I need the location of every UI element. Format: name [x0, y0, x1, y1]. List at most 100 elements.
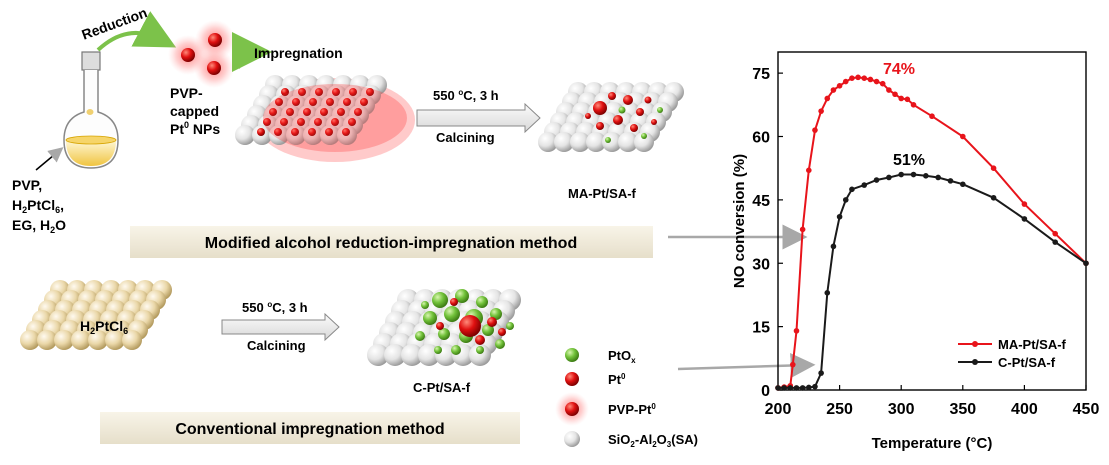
pt-particle	[325, 128, 333, 136]
ptox-particle	[434, 346, 442, 354]
axis-ticks: 200 250 300 350 400 450 0 15 30 45 60 75	[752, 66, 1099, 418]
support-sphere	[401, 344, 423, 366]
legend-pvp-pt0-label: PVP-Pt0	[608, 402, 656, 417]
data-point	[818, 108, 824, 114]
data-point	[836, 213, 843, 220]
precursor-sphere	[71, 330, 91, 350]
support-impregnated	[235, 75, 415, 162]
data-point	[799, 226, 806, 233]
method1-label: Modified alcohol reduction-impregnation …	[205, 235, 577, 252]
pt-particle	[320, 108, 328, 116]
data-point	[799, 385, 806, 391]
data-point	[867, 76, 874, 83]
product-ma-label: MA-Pt/SA-f	[568, 186, 637, 201]
data-point	[842, 197, 849, 203]
impregnation-arrow	[231, 32, 272, 73]
support-sphere	[602, 132, 622, 152]
ptox-particle	[657, 107, 663, 113]
ptox-particle	[438, 328, 450, 340]
pt0-particle	[644, 96, 652, 104]
step1-conditions: 550 oC, 3 h	[433, 88, 499, 103]
precursor-label: H2PtCl6	[80, 318, 128, 336]
peak-label: 51%	[893, 152, 925, 169]
pt-particle	[315, 88, 323, 96]
pt0-particle	[450, 298, 458, 306]
data-point	[842, 78, 849, 85]
pt0-particle	[593, 101, 607, 115]
pt-particle	[274, 128, 282, 136]
reagent-pvp: PVP,	[12, 177, 42, 193]
ptox-particle	[421, 301, 429, 309]
pt-particle	[314, 118, 322, 126]
data-point	[1052, 230, 1058, 237]
pt-particle	[297, 118, 305, 126]
x-tick-label: 250	[826, 401, 853, 418]
data-point	[990, 165, 997, 171]
support-sphere	[367, 344, 389, 366]
chart-legend: MA-Pt/SA-f C-Pt/SA-f	[958, 337, 1067, 370]
data-point	[1021, 216, 1028, 222]
data-point	[1021, 201, 1028, 207]
peak-label: 74%	[883, 61, 915, 78]
series-line-ma-pt-sa-f	[777, 76, 1087, 389]
scheme: PVP, H2PtCl6, EG, H2O Reduction PVP- cap…	[12, 4, 816, 449]
ptox-particle	[495, 339, 505, 349]
pt-particle	[280, 118, 288, 126]
data-point	[898, 171, 904, 178]
pt0-particle	[623, 95, 633, 105]
plot-frame	[777, 51, 1087, 391]
pt0-particle	[436, 322, 444, 330]
legend-ptox-label: PtOx	[608, 348, 636, 365]
method2-label: Conventional impregnation method	[175, 421, 444, 438]
pt0-particle	[585, 113, 591, 119]
pt-particle	[348, 118, 356, 126]
y-axis-label: NO conversion (%)	[731, 154, 748, 288]
data-point	[824, 95, 831, 102]
data-point	[910, 102, 917, 108]
precursor-sphere	[20, 330, 40, 350]
series-layer: 74% 51%	[775, 61, 1089, 391]
data-point	[886, 87, 892, 93]
data-point	[873, 78, 880, 85]
data-point	[812, 127, 818, 133]
data-point	[879, 80, 886, 87]
method2-banner	[100, 412, 520, 444]
legend-label: C-Pt/SA-f	[998, 355, 1056, 370]
support-tint	[263, 84, 407, 152]
data-point	[855, 74, 861, 81]
data-point	[789, 361, 796, 368]
ptox-particle	[444, 306, 460, 322]
data-point	[836, 83, 843, 89]
ptox-particle	[476, 296, 488, 308]
y-tick-label: 45	[752, 193, 770, 210]
product-ma-pt-sa-f	[538, 82, 684, 152]
calcining-arrow-2	[221, 312, 340, 342]
data-point	[781, 385, 787, 391]
precursor-sphere	[105, 330, 125, 350]
data-point	[793, 385, 800, 391]
pt-particle	[309, 98, 317, 106]
no-conversion-chart: 200 250 300 350 400 450 0 15 30 45 60 75 74% 51% NO …	[731, 51, 1099, 452]
legend-pt0-swatch	[565, 372, 579, 386]
data-point	[775, 385, 781, 391]
ptox-particle	[455, 289, 469, 303]
data-point	[935, 174, 941, 181]
data-point	[830, 87, 837, 93]
legend-marker	[972, 341, 978, 347]
support-sphere	[538, 132, 558, 152]
ptox-particle	[423, 311, 437, 325]
x-tick-label: 350	[949, 401, 976, 418]
y-tick-label: 60	[752, 130, 770, 147]
precursor-sphere	[54, 330, 74, 350]
support-sphere	[235, 125, 255, 145]
connector-arrow-c	[677, 353, 816, 379]
data-point	[873, 177, 880, 183]
x-tick-label: 400	[1011, 401, 1038, 418]
pt-particle	[269, 108, 277, 116]
data-point	[849, 75, 855, 81]
pt0-particle	[459, 315, 481, 337]
pt0-particle	[630, 124, 638, 132]
impregnation-label: Impregnation	[254, 45, 343, 61]
support-sphere	[469, 344, 491, 366]
